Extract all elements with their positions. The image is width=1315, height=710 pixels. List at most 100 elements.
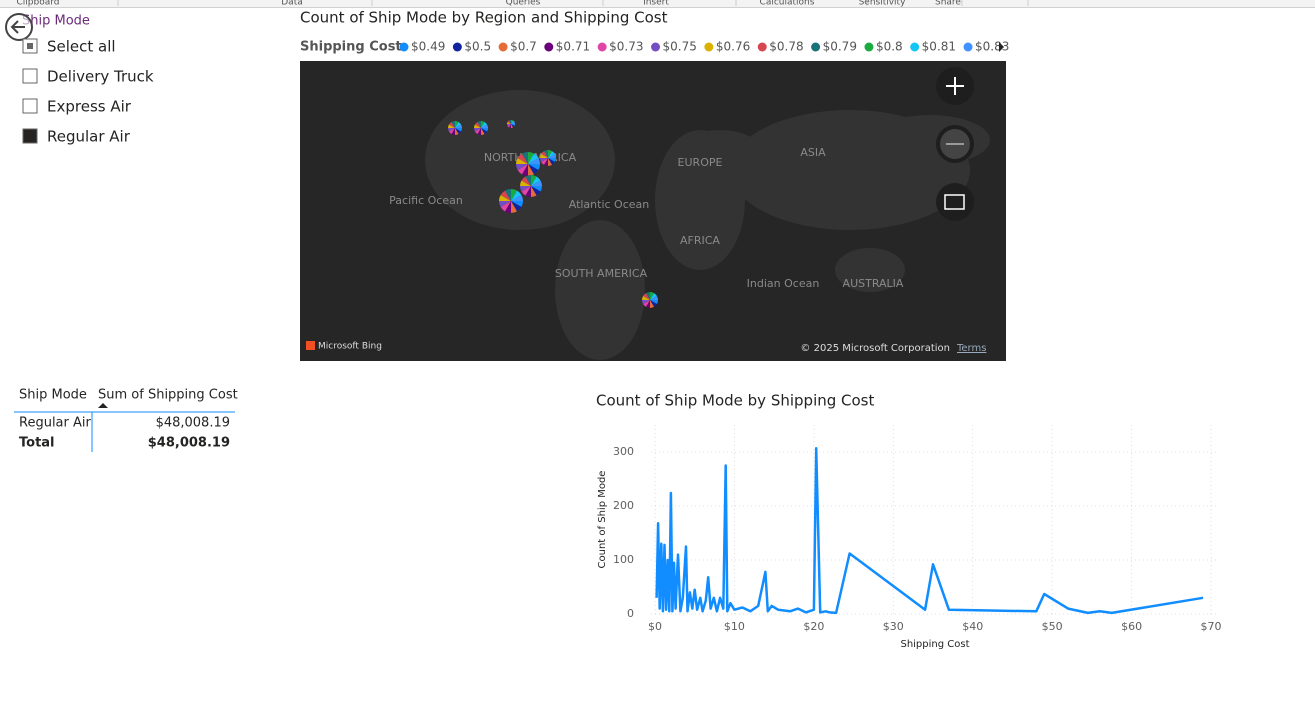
legend-dot — [399, 42, 409, 52]
pie-slice — [528, 164, 540, 170]
place-label: AUSTRALIA — [843, 277, 904, 290]
pie-slice — [541, 158, 548, 165]
pie-slice — [511, 201, 522, 212]
pie-slice — [516, 158, 528, 164]
map-pie[interactable] — [499, 189, 523, 213]
legend-label: $0.83 — [975, 40, 1009, 54]
pie-slice — [481, 121, 485, 128]
map-pie[interactable] — [474, 121, 488, 135]
pie-slice — [500, 190, 511, 201]
zoom-in — [946, 77, 964, 95]
legend-dot — [963, 42, 973, 52]
pie-slice — [481, 128, 485, 135]
pie-slice — [522, 152, 528, 164]
legend-label: $0.79 — [823, 40, 857, 54]
back-button[interactable] — [5, 13, 33, 41]
map-control[interactable] — [936, 183, 974, 221]
pie-slice — [448, 128, 455, 135]
pie-slice — [451, 121, 455, 128]
pie-slice — [531, 186, 541, 196]
x-axis-title: Shipping Cost — [900, 639, 969, 650]
pie-slice — [448, 121, 455, 128]
place-label: Atlantic Ocean — [569, 198, 650, 211]
pie-slice — [511, 124, 515, 128]
map-control[interactable] — [936, 67, 974, 105]
pie-slice — [511, 195, 523, 201]
pie-slice — [548, 154, 556, 158]
slicer-item[interactable]: Express Air — [22, 98, 132, 116]
legend-next[interactable] — [999, 42, 1004, 52]
pie-slice — [481, 128, 488, 135]
pie-slice — [516, 164, 528, 170]
bing-logo — [306, 341, 315, 350]
legend-dot — [910, 42, 920, 52]
slicer-item-label: Express Air — [47, 98, 132, 116]
legend-dot — [864, 42, 874, 52]
pie-slice — [451, 128, 455, 135]
y-tick-label: 0 — [627, 607, 634, 620]
place-label: SOUTH AMERICA — [555, 267, 648, 280]
pie-slice — [643, 293, 650, 300]
pie-slice — [500, 201, 511, 212]
place-label: Indian Ocean — [747, 277, 820, 290]
checkbox-partial — [27, 43, 33, 49]
pie-slice — [531, 186, 537, 197]
map-pie[interactable] — [520, 175, 542, 197]
pie-slice — [540, 158, 548, 162]
x-tick-label: $60 — [1121, 620, 1142, 633]
table: Ship Mode Sum of Shipping Cost Regular Air… — [14, 388, 238, 452]
pie-slice — [531, 176, 541, 186]
ribbon-strip — [0, 0, 1315, 7]
pie-slice — [643, 300, 650, 307]
slicer-item[interactable]: Select all — [22, 38, 116, 56]
legend-label: $0.8 — [876, 40, 903, 54]
ribbon-group-label: Share — [935, 0, 961, 8]
legend-dot — [544, 42, 554, 52]
map-pie[interactable] — [540, 150, 556, 166]
map-pie[interactable] — [448, 121, 462, 135]
pie-slice — [455, 128, 459, 135]
pie-slice — [511, 190, 522, 201]
pie-slice — [650, 300, 658, 304]
ribbon-group-label: Data — [281, 0, 303, 8]
pie-slice — [507, 120, 511, 124]
slicer-item[interactable]: Delivery Truck — [22, 68, 154, 86]
map-terms[interactable]: Terms — [956, 343, 986, 354]
column-header: Sum of Shipping Cost — [98, 388, 238, 403]
x-tick-label: $30 — [883, 620, 904, 633]
pie-slice — [650, 300, 657, 307]
checkbox — [22, 98, 38, 114]
map-pie[interactable] — [642, 292, 658, 308]
map-pie[interactable] — [507, 120, 515, 128]
legend-dot — [597, 42, 607, 52]
pie-slice — [650, 300, 654, 308]
x-tick-label: $0 — [648, 620, 662, 633]
slicer-item-label: Regular Air — [47, 128, 131, 146]
pie-slice — [511, 124, 513, 128]
slicer-item[interactable]: Regular Air — [22, 128, 131, 146]
legend-label: $0.78 — [769, 40, 803, 54]
place-label: EUROPE — [678, 156, 723, 169]
slicer-item-label: Select all — [47, 38, 116, 56]
pie-slice — [522, 164, 528, 176]
map-control[interactable] — [936, 125, 974, 163]
pie-slice — [511, 189, 517, 201]
legend-label: $0.71 — [556, 40, 590, 54]
x-tick-label: $50 — [1042, 620, 1063, 633]
pie-slice — [520, 186, 531, 192]
legend-dot — [651, 42, 661, 52]
legend-label: $0.7 — [510, 40, 537, 54]
map-pie[interactable] — [516, 152, 540, 177]
map-title: Count of Ship Mode by Region and Shippin… — [300, 9, 668, 27]
pie-slice — [507, 122, 511, 124]
ribbon-group-label: Clipboard — [17, 0, 60, 8]
ribbon: Clipboard Data Queries Insert Calculations Se… — [17, 0, 1029, 8]
pie-slice — [521, 186, 531, 196]
chart-title: Count of Ship Mode by Shipping Cost — [596, 392, 874, 410]
pie-slice — [507, 124, 511, 126]
y-tick-label: 100 — [613, 553, 634, 566]
column-header: Ship Mode — [19, 388, 87, 403]
pie-slice — [525, 175, 531, 186]
pie-slice — [455, 124, 462, 128]
